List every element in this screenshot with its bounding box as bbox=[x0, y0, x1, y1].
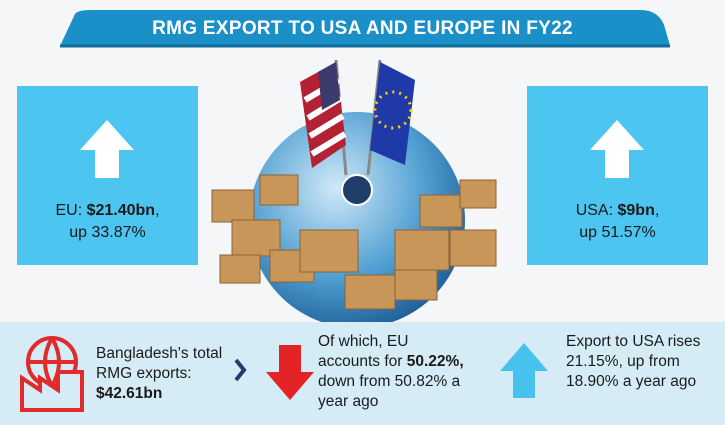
label: USA: bbox=[575, 202, 614, 219]
logo bbox=[341, 174, 373, 206]
total-text: Bangladesh's total RMG exports: $42.61bn bbox=[96, 344, 234, 404]
eu-text: EU: $21.40bn, up 33.87% bbox=[17, 200, 198, 244]
text: Of which, EU accounts for bbox=[318, 333, 409, 370]
amount: $21.40bn bbox=[86, 202, 156, 219]
change: up 51.57% bbox=[579, 224, 656, 241]
punct: , bbox=[654, 202, 660, 219]
us-flag bbox=[300, 62, 347, 168]
punct: , bbox=[155, 202, 160, 219]
text: Export to USA rises 21.15%, up from 18.9… bbox=[566, 333, 701, 390]
title-ribbon bbox=[60, 10, 670, 46]
usa-text: USA: $9bn, up 51.57% bbox=[527, 200, 708, 244]
up-arrow-small bbox=[500, 343, 548, 398]
down-arrow bbox=[266, 345, 314, 400]
chevron bbox=[234, 358, 247, 382]
eu-stars bbox=[373, 90, 413, 130]
cartons bbox=[211, 174, 497, 310]
text: down from 50.82% a year ago bbox=[318, 373, 461, 410]
amount: $9bn bbox=[617, 202, 655, 219]
usa-share-text: Export to USA rises 21.15%, up from 18.9… bbox=[566, 332, 706, 392]
label: EU: bbox=[55, 202, 83, 219]
change: up 33.87% bbox=[69, 224, 146, 241]
up-arrow bbox=[80, 120, 134, 178]
bottom-band bbox=[0, 322, 725, 425]
up-arrow bbox=[590, 120, 644, 178]
eu-flag bbox=[370, 62, 415, 165]
share: 50.22%, bbox=[406, 353, 464, 370]
eu-share-text: Of which, EU accounts for 50.22%, down f… bbox=[318, 332, 468, 412]
factory-icon bbox=[20, 336, 84, 412]
amount: $42.61bn bbox=[96, 385, 163, 402]
text: Bangladesh's total RMG exports: bbox=[96, 345, 223, 382]
title: RMG EXPORT TO USA AND EUROPE IN FY22 bbox=[152, 18, 573, 39]
